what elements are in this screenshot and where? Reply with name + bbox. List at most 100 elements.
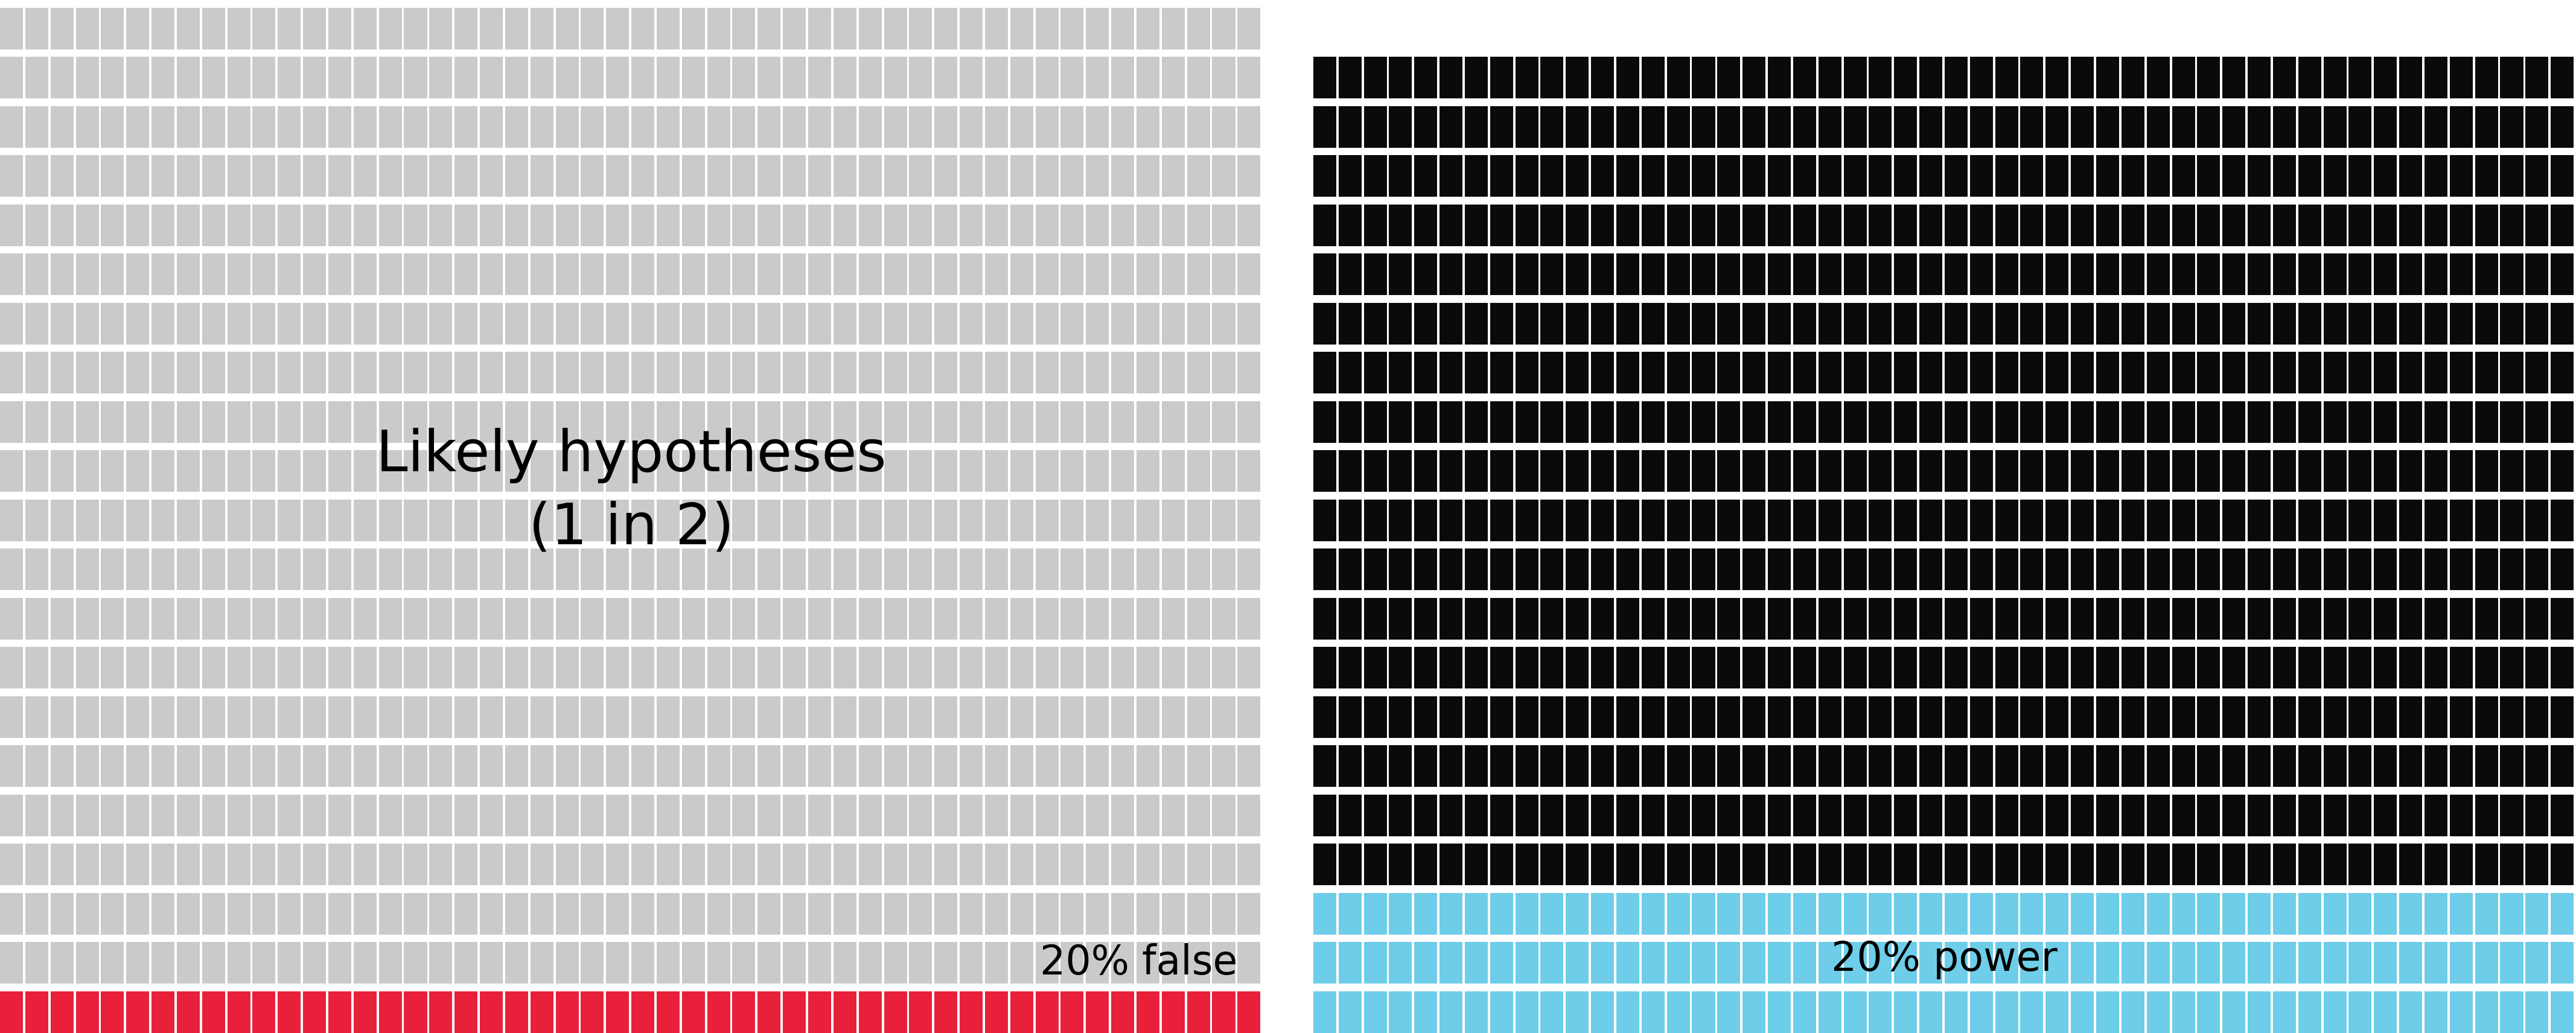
Bar bbox=[227, 7, 250, 50]
Bar bbox=[304, 992, 327, 1033]
Bar bbox=[657, 893, 680, 935]
Bar bbox=[1919, 794, 1942, 837]
Bar bbox=[1566, 253, 1589, 295]
Bar bbox=[1667, 205, 1690, 246]
Bar bbox=[2298, 746, 2321, 787]
Bar bbox=[884, 500, 907, 541]
Bar bbox=[809, 253, 832, 295]
Bar bbox=[1036, 992, 1059, 1033]
Bar bbox=[1767, 647, 1790, 689]
Bar bbox=[935, 549, 958, 590]
Bar bbox=[2476, 155, 2499, 196]
Bar bbox=[809, 205, 832, 246]
Bar bbox=[1945, 844, 1968, 885]
Bar bbox=[178, 106, 201, 148]
Bar bbox=[732, 746, 755, 787]
Bar bbox=[100, 893, 124, 935]
Bar bbox=[1844, 303, 1868, 344]
Bar bbox=[52, 549, 75, 590]
Bar bbox=[732, 106, 755, 148]
Bar bbox=[2020, 794, 2043, 837]
Bar bbox=[2324, 893, 2347, 935]
Bar bbox=[605, 500, 629, 541]
Bar bbox=[379, 696, 402, 738]
Bar bbox=[252, 696, 276, 738]
Bar bbox=[1996, 598, 2017, 639]
Bar bbox=[2550, 155, 2573, 196]
Bar bbox=[909, 500, 933, 541]
Bar bbox=[379, 794, 402, 837]
Bar bbox=[2375, 549, 2396, 590]
Bar bbox=[201, 746, 224, 787]
Bar bbox=[1087, 450, 1108, 492]
Bar bbox=[2501, 794, 2524, 837]
Bar bbox=[961, 7, 981, 50]
Bar bbox=[1213, 746, 1236, 787]
Bar bbox=[1919, 696, 1942, 738]
Bar bbox=[453, 7, 477, 50]
Bar bbox=[126, 598, 149, 639]
Bar bbox=[2550, 450, 2573, 492]
Bar bbox=[1340, 942, 1363, 983]
Bar bbox=[2249, 500, 2269, 541]
Bar bbox=[835, 352, 855, 394]
Bar bbox=[26, 647, 49, 689]
Bar bbox=[1641, 352, 1664, 394]
Bar bbox=[1061, 106, 1084, 148]
Bar bbox=[1540, 205, 1564, 246]
Bar bbox=[809, 57, 832, 98]
Bar bbox=[1440, 844, 1463, 885]
Bar bbox=[1110, 253, 1133, 295]
Bar bbox=[1110, 746, 1133, 787]
Bar bbox=[1971, 794, 1994, 837]
Bar bbox=[2424, 500, 2447, 541]
Bar bbox=[2298, 696, 2321, 738]
Bar bbox=[1388, 942, 1412, 983]
Bar bbox=[1162, 303, 1185, 344]
Bar bbox=[631, 893, 654, 935]
Bar bbox=[1010, 57, 1033, 98]
Bar bbox=[683, 647, 706, 689]
Bar bbox=[2524, 844, 2548, 885]
Bar bbox=[430, 598, 453, 639]
Bar bbox=[1868, 549, 1891, 590]
Bar bbox=[2146, 155, 2169, 196]
Bar bbox=[1741, 106, 1765, 148]
Bar bbox=[52, 155, 75, 196]
Bar bbox=[1136, 106, 1159, 148]
Bar bbox=[1489, 106, 1512, 148]
Bar bbox=[2501, 746, 2524, 787]
Bar bbox=[1615, 57, 1638, 98]
Bar bbox=[783, 450, 806, 492]
Bar bbox=[2349, 893, 2372, 935]
Bar bbox=[531, 746, 554, 787]
Bar bbox=[1868, 205, 1891, 246]
Bar bbox=[531, 303, 554, 344]
Bar bbox=[2197, 450, 2221, 492]
Bar bbox=[2045, 598, 2069, 639]
Bar bbox=[1540, 155, 1564, 196]
Bar bbox=[1010, 598, 1033, 639]
Bar bbox=[1363, 450, 1386, 492]
Bar bbox=[152, 205, 175, 246]
Bar bbox=[2450, 893, 2473, 935]
Bar bbox=[2045, 450, 2069, 492]
Bar bbox=[1110, 500, 1133, 541]
Bar bbox=[580, 794, 603, 837]
Bar bbox=[809, 155, 832, 196]
Bar bbox=[1188, 844, 1211, 885]
Bar bbox=[809, 352, 832, 394]
Bar bbox=[1592, 253, 1615, 295]
Bar bbox=[1162, 794, 1185, 837]
Bar bbox=[379, 7, 402, 50]
Bar bbox=[531, 696, 554, 738]
Bar bbox=[1996, 253, 2017, 295]
Text: Likely hypotheses
(1 in 2): Likely hypotheses (1 in 2) bbox=[376, 428, 886, 556]
Bar bbox=[1718, 549, 1741, 590]
Bar bbox=[1566, 794, 1589, 837]
Bar bbox=[1213, 647, 1236, 689]
Bar bbox=[1036, 401, 1059, 443]
Bar bbox=[2197, 598, 2221, 639]
Bar bbox=[404, 450, 428, 492]
Bar bbox=[1615, 205, 1638, 246]
